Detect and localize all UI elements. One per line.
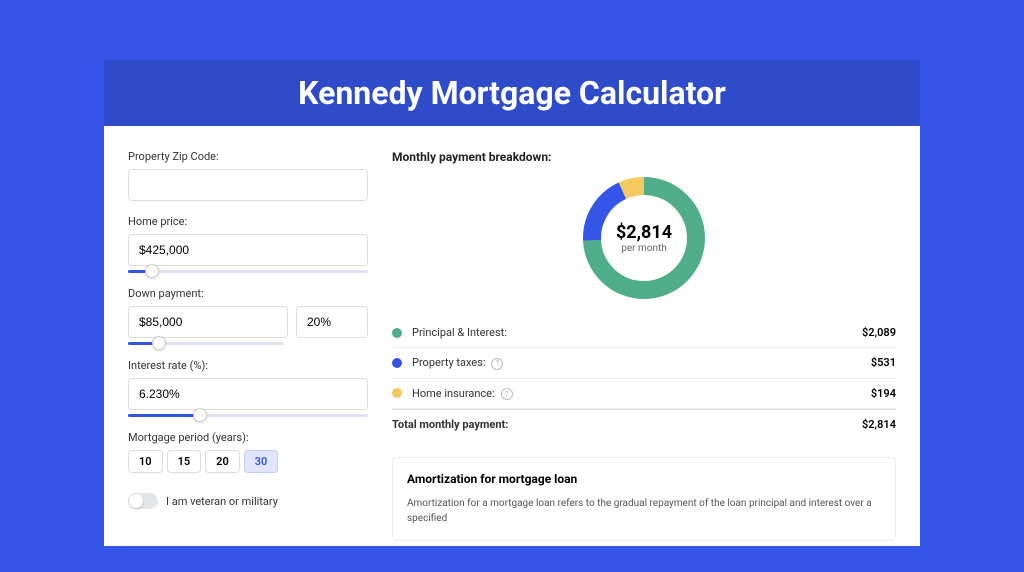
taxes-dot-icon [392,358,402,368]
breakdown-column: Monthly payment breakdown: $2,814 per mo… [392,150,896,522]
page-title: Kennedy Mortgage Calculator [104,74,920,112]
down-payment-pct-input[interactable] [296,306,368,338]
breakdown-line-taxes: Property taxes:? $531 [392,348,896,379]
home-price-label: Home price: [128,215,368,228]
total-label: Total monthly payment: [392,418,862,431]
info-icon[interactable]: ? [501,388,513,400]
amortization-title: Amortization for mortgage loan [407,472,881,486]
breakdown-line-principal: Principal & Interest: $2,089 [392,318,896,348]
principal-dot-icon [392,328,402,338]
taxes-label: Property taxes:? [412,356,871,370]
period-option-10[interactable]: 10 [128,450,163,473]
total-line: Total monthly payment: $2,814 [392,409,896,439]
home-price-slider[interactable] [128,270,368,273]
veteran-label: I am veteran or military [166,495,278,508]
home-price-input[interactable] [128,234,368,266]
info-icon[interactable]: ? [491,358,503,370]
amortization-card: Amortization for mortgage loan Amortizat… [392,457,896,541]
calculator-panel: Property Zip Code: Home price: Down paym… [104,126,920,546]
amortization-text: Amortization for a mortgage loan refers … [407,496,881,526]
down-payment-input[interactable] [128,306,288,338]
donut-total: $2,814 [616,222,672,243]
period-option-20[interactable]: 20 [205,450,240,473]
page-header: Kennedy Mortgage Calculator [104,60,920,126]
donut-subtitle: per month [621,243,667,254]
total-value: $2,814 [862,418,896,431]
veteran-toggle[interactable] [128,493,158,509]
period-group: 10152030 [128,450,368,473]
form-column: Property Zip Code: Home price: Down paym… [128,150,368,522]
breakdown-title: Monthly payment breakdown: [392,150,896,164]
insurance-value: $194 [871,387,896,400]
period-label: Mortgage period (years): [128,431,368,444]
rate-slider[interactable] [128,414,368,417]
zip-label: Property Zip Code: [128,150,368,163]
period-option-30[interactable]: 30 [244,450,279,473]
rate-input[interactable] [128,378,368,410]
insurance-dot-icon [392,388,402,398]
rate-label: Interest rate (%): [128,359,368,372]
down-payment-label: Down payment: [128,287,368,300]
breakdown-line-insurance: Home insurance:? $194 [392,379,896,410]
principal-value: $2,089 [862,326,896,339]
down-payment-slider[interactable] [128,342,284,345]
principal-label: Principal & Interest: [412,326,862,339]
period-option-15[interactable]: 15 [167,450,202,473]
insurance-label: Home insurance:? [412,387,871,401]
zip-input[interactable] [128,169,368,201]
taxes-value: $531 [871,356,896,369]
donut-chart: $2,814 per month [392,176,896,300]
